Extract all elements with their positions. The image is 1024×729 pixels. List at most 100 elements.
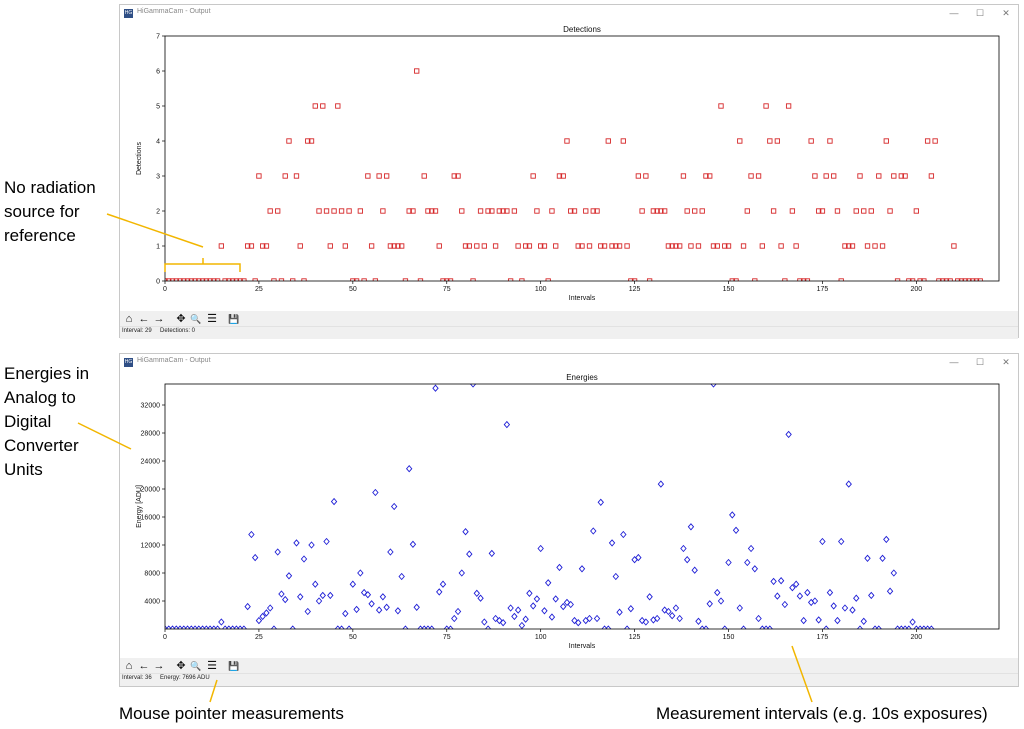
data-point bbox=[970, 278, 976, 281]
data-point bbox=[421, 173, 427, 179]
data-point bbox=[522, 615, 529, 623]
forward-arrow-icon[interactable]: → bbox=[153, 660, 165, 672]
minimize-button[interactable]: — bbox=[949, 357, 959, 367]
y-tick-label: 8000 bbox=[144, 571, 160, 578]
forward-arrow-icon[interactable]: → bbox=[153, 313, 165, 325]
data-point bbox=[683, 556, 691, 564]
data-point bbox=[454, 607, 462, 616]
data-point bbox=[459, 208, 465, 214]
title-bar[interactable]: HG HiGammaCam - Output — ☐ ✕ bbox=[120, 354, 1018, 372]
close-button[interactable]: ✕ bbox=[1002, 8, 1010, 18]
data-point bbox=[394, 607, 402, 615]
zoom-icon[interactable]: 🔍 bbox=[190, 314, 202, 324]
data-point bbox=[661, 208, 668, 214]
data-point bbox=[890, 569, 898, 577]
data-point bbox=[792, 580, 800, 588]
data-point bbox=[248, 530, 255, 539]
data-point bbox=[856, 625, 864, 629]
data-point bbox=[365, 173, 371, 179]
data-point bbox=[436, 243, 442, 249]
data-point bbox=[199, 278, 206, 281]
data-point bbox=[387, 548, 394, 556]
data-point bbox=[680, 544, 687, 553]
data-point bbox=[860, 617, 867, 625]
data-point bbox=[717, 597, 725, 605]
back-arrow-icon[interactable]: ← bbox=[138, 660, 150, 672]
data-point bbox=[432, 384, 439, 392]
data-point bbox=[214, 625, 221, 629]
maximize-button[interactable]: ☐ bbox=[975, 357, 985, 367]
data-point bbox=[481, 243, 487, 249]
configure-subplots-icon[interactable]: ☰ bbox=[207, 313, 217, 325]
data-point bbox=[376, 173, 382, 179]
data-point bbox=[702, 625, 710, 629]
data-point bbox=[300, 555, 308, 563]
x-tick-label: 0 bbox=[163, 634, 167, 641]
data-point bbox=[778, 243, 784, 249]
chart-title: Detections bbox=[563, 25, 601, 34]
data-point bbox=[605, 625, 612, 629]
data-point bbox=[534, 208, 540, 214]
pan-icon[interactable]: ✥ bbox=[176, 660, 186, 672]
data-point bbox=[289, 625, 296, 629]
configure-subplots-icon[interactable]: ☰ bbox=[207, 660, 217, 672]
data-point bbox=[676, 614, 683, 623]
y-tick-label: 20000 bbox=[141, 487, 161, 494]
detections-chart[interactable]: Detections 0 25 50 75 100 125 150 175 200 0 1 2 3 4 5 6 7… bbox=[120, 23, 1018, 311]
data-point bbox=[379, 593, 387, 601]
data-point bbox=[241, 278, 247, 281]
energies-chart[interactable]: Energies 0 25 50 75 100 125 150 175 200 4000 8000 12… bbox=[120, 372, 1018, 658]
data-point bbox=[345, 625, 353, 629]
data-point bbox=[868, 208, 874, 214]
data-point bbox=[823, 173, 829, 179]
data-point bbox=[563, 598, 571, 607]
data-point bbox=[305, 138, 311, 144]
data-point bbox=[653, 614, 661, 623]
data-point bbox=[327, 243, 333, 249]
data-point bbox=[669, 243, 675, 249]
data-point bbox=[608, 539, 616, 547]
data-point bbox=[406, 208, 412, 214]
data-point bbox=[375, 606, 383, 614]
data-point bbox=[266, 604, 274, 612]
data-point bbox=[748, 173, 754, 179]
home-icon[interactable]: ⌂ bbox=[125, 313, 133, 325]
data-point bbox=[271, 278, 277, 281]
data-point bbox=[545, 278, 551, 281]
data-point bbox=[538, 243, 544, 249]
close-button[interactable]: ✕ bbox=[1002, 357, 1010, 367]
save-icon[interactable]: 💾 bbox=[228, 661, 240, 671]
data-point bbox=[537, 544, 544, 553]
maximize-button[interactable]: ☐ bbox=[975, 8, 985, 18]
data-point bbox=[838, 537, 845, 546]
data-point bbox=[251, 553, 259, 562]
zoom-icon[interactable]: 🔍 bbox=[190, 661, 202, 671]
data-point bbox=[796, 592, 804, 600]
pan-icon[interactable]: ✥ bbox=[176, 313, 186, 325]
minimize-button[interactable]: — bbox=[949, 8, 959, 18]
title-bar[interactable]: HG HiGammaCam - Output — ☐ ✕ bbox=[120, 5, 1018, 23]
data-point bbox=[387, 243, 394, 249]
y-tick-label: 4000 bbox=[144, 599, 160, 606]
data-point bbox=[380, 208, 386, 214]
back-arrow-icon[interactable]: ← bbox=[138, 313, 150, 325]
data-point bbox=[879, 243, 886, 249]
data-point bbox=[440, 278, 446, 281]
data-point bbox=[297, 593, 304, 601]
data-point bbox=[556, 173, 563, 179]
data-point bbox=[857, 173, 863, 179]
data-point bbox=[710, 243, 717, 249]
data-point bbox=[166, 278, 172, 281]
data-point bbox=[541, 607, 548, 615]
data-point bbox=[928, 625, 935, 629]
data-point bbox=[646, 278, 653, 281]
energies-window: HG HiGammaCam - Output — ☐ ✕ Energies 0 25… bbox=[119, 353, 1019, 687]
home-icon[interactable]: ⌂ bbox=[125, 660, 133, 672]
data-point bbox=[391, 243, 397, 249]
data-point bbox=[571, 616, 578, 625]
data-point bbox=[335, 103, 341, 109]
data-point bbox=[526, 589, 533, 597]
data-point bbox=[308, 138, 315, 144]
y-tick-label: 3 bbox=[156, 174, 160, 181]
save-icon[interactable]: 💾 bbox=[228, 314, 240, 324]
